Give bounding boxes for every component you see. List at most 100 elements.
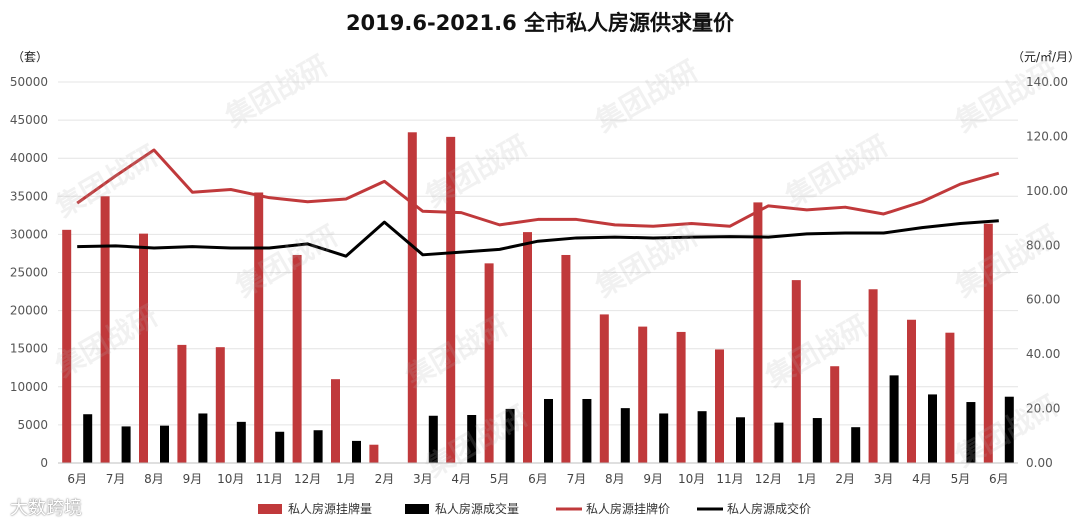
listing-volume-bar bbox=[407, 132, 417, 464]
right-axis-unit: （元/㎡/月） bbox=[1012, 50, 1080, 64]
legend-label: 私人房源成交量 bbox=[435, 501, 519, 516]
right-tick-label: 40.00 bbox=[1026, 347, 1060, 361]
listing-volume-bar bbox=[599, 314, 609, 463]
axes-layer: 0 5000 10000 15000 20000 25000 30000 35000 40000… bbox=[10, 75, 1068, 486]
lines-layer bbox=[76, 148, 1000, 258]
deal-price-line bbox=[77, 219, 999, 258]
x-tick-label: 4月 bbox=[451, 472, 471, 486]
deal-volume-bar bbox=[428, 415, 438, 463]
x-tick-label: 7月 bbox=[567, 472, 587, 486]
listing-volume-bar bbox=[62, 229, 72, 463]
deal-volume-bar bbox=[121, 426, 131, 463]
deal-volume-bar bbox=[313, 430, 323, 463]
left-tick-label: 15000 bbox=[10, 342, 48, 356]
listing-volume-bar bbox=[676, 331, 686, 463]
right-tick-label: 120.00 bbox=[1026, 129, 1068, 143]
deal-volume-bar bbox=[544, 398, 553, 463]
legend-label: 私人房源挂牌价 bbox=[586, 501, 670, 516]
deal-volume-bar bbox=[198, 413, 208, 463]
brand-logo: 大数跨境 bbox=[10, 498, 82, 519]
deal-volume-bar bbox=[275, 431, 285, 463]
x-tick-label: 12月 bbox=[294, 472, 321, 486]
listing-volume-bar bbox=[983, 223, 993, 463]
left-tick-label: 35000 bbox=[10, 189, 48, 203]
left-tick-label: 10000 bbox=[10, 380, 48, 394]
deal-volume-bar bbox=[697, 411, 707, 463]
x-tick-label: 7月 bbox=[106, 472, 126, 486]
listing-volume-bar bbox=[446, 136, 456, 463]
listing-volume-bar bbox=[945, 332, 955, 463]
left-tick-label: 5000 bbox=[17, 418, 48, 432]
x-tick-label: 2月 bbox=[375, 472, 395, 486]
x-tick-label: 9月 bbox=[183, 472, 203, 486]
left-tick-label: 40000 bbox=[10, 151, 48, 165]
deal-volume-bar bbox=[928, 394, 937, 463]
listing-volume-bar bbox=[100, 196, 110, 464]
listing-volume-bar bbox=[715, 349, 724, 463]
x-tick-label: 9月 bbox=[643, 472, 663, 486]
listing-volume-bar bbox=[331, 379, 340, 463]
deal-volume-bar bbox=[236, 421, 246, 463]
listing-volume-bar bbox=[254, 192, 264, 464]
x-tick-label: 6月 bbox=[67, 472, 87, 486]
deal-volume-bar bbox=[352, 440, 361, 463]
deal-volume-bar bbox=[736, 417, 745, 463]
right-tick-label: 20.00 bbox=[1026, 402, 1060, 416]
legend-label: 私人房源成交价 bbox=[727, 501, 811, 516]
left-tick-label: 25000 bbox=[10, 266, 48, 280]
bars-layer bbox=[62, 132, 1014, 464]
listing-volume-bar bbox=[484, 263, 494, 463]
left-tick-label: 30000 bbox=[10, 227, 48, 241]
listing-volume-bar bbox=[292, 254, 302, 463]
legend-swatch bbox=[405, 504, 429, 514]
x-tick-label: 11月 bbox=[716, 472, 743, 486]
deal-volume-bar bbox=[582, 398, 592, 463]
deal-volume-bar bbox=[467, 414, 477, 463]
deal-volume-bar bbox=[851, 427, 861, 463]
legend-label: 私人房源挂牌量 bbox=[288, 501, 372, 516]
left-axis-unit: （套） bbox=[12, 50, 48, 64]
left-tick-label: 50000 bbox=[10, 75, 48, 89]
x-tick-label: 1月 bbox=[797, 472, 817, 486]
listing-volume-bar bbox=[139, 233, 148, 463]
x-tick-label: 11月 bbox=[256, 472, 283, 486]
deal-volume-bar bbox=[889, 375, 899, 463]
right-tick-label: 80.00 bbox=[1026, 238, 1060, 252]
x-tick-label: 6月 bbox=[528, 472, 548, 486]
right-tick-label: 100.00 bbox=[1026, 184, 1068, 198]
listing-volume-bar bbox=[215, 347, 225, 463]
listing-volume-bar bbox=[369, 444, 379, 463]
x-tick-label: 12月 bbox=[755, 472, 782, 486]
listing-volume-bar bbox=[753, 202, 763, 463]
x-tick-label: 5月 bbox=[951, 472, 971, 486]
right-tick-label: 0.00 bbox=[1026, 456, 1053, 470]
left-tick-label: 20000 bbox=[10, 304, 48, 318]
chart-title: 2019.6-2021.6 全市私人房源供求量价 bbox=[346, 11, 735, 35]
legend-swatch bbox=[258, 504, 282, 514]
deal-volume-bar bbox=[160, 425, 169, 463]
x-tick-label: 3月 bbox=[413, 472, 433, 486]
listing-volume-bar bbox=[523, 232, 532, 463]
listing-price-line bbox=[76, 148, 1000, 228]
deal-volume-bar bbox=[812, 418, 822, 463]
x-tick-label: 8月 bbox=[144, 472, 164, 486]
x-tick-label: 1月 bbox=[336, 472, 356, 486]
x-tick-label: 10月 bbox=[678, 472, 705, 486]
x-tick-label: 8月 bbox=[605, 472, 625, 486]
deal-volume-bar bbox=[1004, 396, 1014, 463]
deal-volume-bar bbox=[966, 402, 976, 463]
listing-volume-bar bbox=[907, 319, 916, 463]
deal-volume-bar bbox=[659, 413, 669, 463]
x-tick-label: 4月 bbox=[912, 472, 932, 486]
x-tick-label: 10月 bbox=[217, 472, 244, 486]
listing-volume-bar bbox=[177, 344, 187, 463]
right-tick-label: 60.00 bbox=[1026, 293, 1060, 307]
listing-volume-bar bbox=[638, 326, 648, 463]
x-tick-label: 5月 bbox=[490, 472, 510, 486]
right-tick-label: 140.00 bbox=[1026, 75, 1068, 89]
deal-volume-bar bbox=[83, 414, 93, 463]
listing-volume-bar bbox=[830, 366, 840, 463]
deal-volume-bar bbox=[505, 408, 515, 463]
listing-volume-bar bbox=[561, 254, 571, 463]
